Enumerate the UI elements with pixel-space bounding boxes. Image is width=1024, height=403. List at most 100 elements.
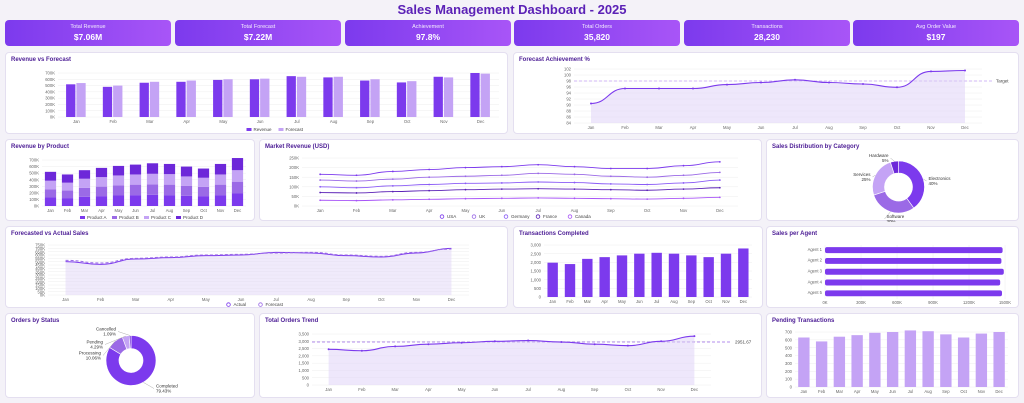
chart-title: Sales per Agent bbox=[772, 231, 818, 237]
x-tick-label: Jan bbox=[800, 389, 807, 394]
bar bbox=[76, 83, 86, 117]
stacked-bar-segment bbox=[61, 182, 74, 191]
bar bbox=[738, 248, 749, 297]
bar bbox=[825, 247, 1003, 254]
y-tick-label: 50K bbox=[292, 194, 300, 199]
stacked-bar-segment bbox=[95, 167, 108, 178]
donut-slice bbox=[873, 190, 915, 214]
bar bbox=[582, 258, 593, 297]
legend-marker bbox=[567, 214, 573, 219]
x-tick-label: Jan bbox=[317, 208, 324, 213]
data-point bbox=[718, 160, 721, 163]
bar bbox=[940, 334, 952, 387]
data-point bbox=[493, 340, 496, 343]
x-tick-label: Sep bbox=[591, 387, 599, 392]
legend-swatch bbox=[278, 128, 284, 131]
stacked-bar-segment bbox=[231, 170, 244, 182]
x-tick-label: Jul bbox=[294, 119, 299, 124]
x-tick-label: May bbox=[723, 125, 732, 130]
chart-svg: 0K 300K 600K 900K 1200K 1500K Agent 1 Agent 2 Ag… bbox=[808, 245, 1011, 305]
stacked-bar-segment bbox=[231, 181, 244, 194]
chart-title: Sales Distribution by Category bbox=[772, 144, 860, 150]
data-point bbox=[794, 78, 796, 81]
chart-title: Orders by Status bbox=[11, 318, 60, 324]
legend-label: USA bbox=[447, 214, 456, 219]
data-point bbox=[626, 344, 629, 347]
stacked-bar-segment bbox=[95, 177, 108, 187]
y-tick-label: 200K bbox=[29, 190, 39, 195]
achievement-line bbox=[590, 69, 966, 105]
data-point bbox=[527, 339, 530, 342]
data-point bbox=[500, 188, 503, 191]
data-point bbox=[646, 176, 649, 179]
legend-marker bbox=[503, 214, 509, 219]
y-tick-label: 100K bbox=[289, 184, 299, 189]
chart-title: Forecast Achievement % bbox=[519, 57, 590, 63]
series-line bbox=[320, 196, 720, 202]
x-tick-label: Aug bbox=[330, 119, 338, 124]
bar bbox=[825, 268, 1004, 275]
data-point bbox=[394, 345, 397, 348]
y-tick-label: 0K bbox=[34, 204, 39, 209]
y-tick-label: 96 bbox=[566, 85, 571, 90]
data-point bbox=[560, 341, 563, 344]
y-tick-label: 500 bbox=[785, 345, 793, 350]
stacked-bar-segment bbox=[78, 170, 91, 179]
data-point bbox=[460, 341, 463, 344]
stacked-bar-segment bbox=[214, 174, 227, 185]
stacked-bar-segment bbox=[44, 171, 57, 181]
slice-label: Electronics bbox=[929, 176, 952, 181]
y-tick-label: 90 bbox=[566, 103, 571, 108]
slice-value: 40% bbox=[929, 181, 938, 186]
bar bbox=[634, 253, 645, 297]
data-point bbox=[360, 349, 363, 352]
y-tick-label: 3,000 bbox=[531, 243, 542, 248]
bar bbox=[825, 257, 1002, 264]
slice-label: Cancelled bbox=[96, 327, 117, 332]
data-point bbox=[660, 340, 663, 343]
data-point bbox=[930, 70, 932, 73]
data-point bbox=[964, 69, 966, 72]
data-point bbox=[500, 174, 503, 177]
bar bbox=[443, 77, 454, 117]
stacked-bar-segment bbox=[129, 174, 142, 185]
y-tick-label: 0 bbox=[539, 295, 542, 300]
bar bbox=[433, 76, 443, 117]
data-point bbox=[862, 83, 864, 85]
bar bbox=[957, 337, 970, 387]
bar bbox=[922, 331, 934, 387]
leader-line bbox=[884, 211, 891, 220]
y-tick-label: 100 bbox=[785, 377, 793, 382]
legend-label: Product C bbox=[151, 215, 172, 220]
y-tick-label: 200K bbox=[35, 279, 45, 284]
data-point bbox=[391, 184, 394, 187]
bar bbox=[333, 76, 343, 117]
kpi-card: Total Forecast $7.22M bbox=[175, 20, 341, 46]
legend-marker bbox=[535, 214, 541, 219]
data-point bbox=[624, 87, 626, 90]
y-tick-label: 0 bbox=[790, 385, 793, 390]
x-tick-label: 1500K bbox=[999, 300, 1011, 305]
y-tick-label: 150K bbox=[35, 283, 45, 288]
data-point bbox=[646, 167, 649, 170]
x-tick-label: Sep bbox=[367, 119, 375, 124]
data-point bbox=[319, 191, 322, 194]
bar bbox=[286, 76, 296, 117]
y-tick-label: 550K bbox=[35, 256, 45, 261]
stacked-bar-segment bbox=[129, 195, 142, 206]
chart-panel-agent: Sales per Agent 0K 300K 600K 900K 1200K 1500K A… bbox=[766, 226, 1019, 308]
x-tick-label: Feb bbox=[353, 208, 361, 213]
y-tick-label: 500K bbox=[45, 83, 55, 88]
y-tick-label: Agent 3 bbox=[808, 269, 823, 274]
data-point bbox=[682, 188, 685, 191]
x-tick-label: Nov bbox=[217, 208, 225, 213]
x-tick-label: Oct bbox=[705, 299, 712, 304]
data-point bbox=[693, 335, 696, 338]
chart-panel-rev_fc: Revenue vs Forecast 0K 100K 200K 300K 400K 500… bbox=[5, 52, 508, 134]
legend-swatch bbox=[80, 216, 85, 219]
y-tick-label: 650K bbox=[35, 249, 45, 254]
x-tick-label: 0K bbox=[822, 300, 827, 305]
bar bbox=[720, 253, 732, 297]
y-tick-label: 88 bbox=[566, 109, 571, 114]
